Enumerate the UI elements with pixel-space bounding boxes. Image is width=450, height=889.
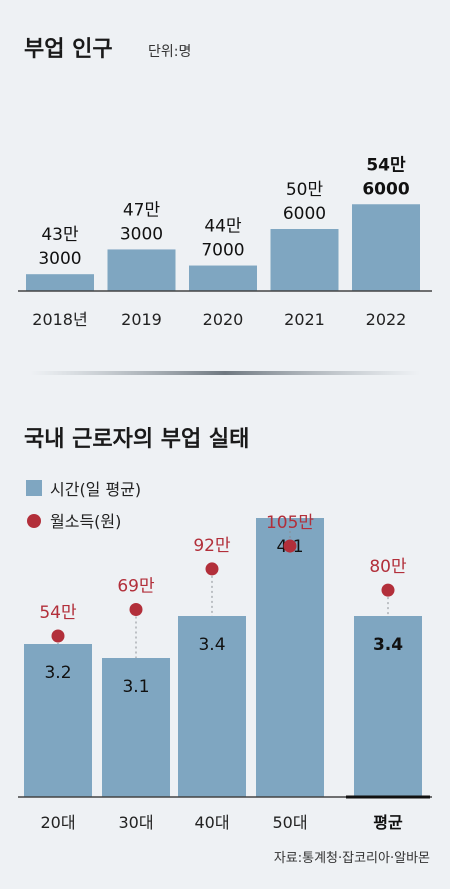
chart2-income-dot: [381, 583, 395, 597]
chart2-hours-label: 3.1: [122, 677, 149, 697]
chart1-value-label: 44만: [204, 217, 242, 237]
chart1-bar: [352, 204, 420, 291]
source-note: 자료:통계청·잡코리아·알바몬: [274, 851, 430, 866]
chart1-bar: [107, 249, 176, 291]
chart2-income-label: 54만: [39, 603, 77, 623]
chart2-income-label: 105만: [266, 513, 314, 533]
chart1-value-label: 3000: [38, 249, 81, 269]
chart2-hours-label: 3.4: [373, 635, 403, 655]
chart1-unit-label: 단위:명: [148, 44, 191, 60]
legend-income-marker: [27, 514, 41, 528]
chart2-ticks: 20대 30대 40대 50대 평균: [40, 795, 430, 832]
chart1-value-label: 3000: [120, 224, 163, 244]
chart2-bar: [256, 518, 324, 797]
chart2-bar: [24, 644, 92, 797]
chart2-bar: [102, 658, 170, 797]
chart2-hours-label: 3.4: [198, 635, 225, 655]
chart1-tick-label: 2018년: [32, 310, 87, 329]
chart2-income-label: 69만: [117, 577, 155, 597]
chart1-value-label: 54만: [366, 155, 406, 175]
chart2-income-label: 80만: [369, 557, 407, 577]
chart2-income-dot: [205, 562, 219, 576]
chart1-value-label: 6000: [283, 204, 326, 224]
chart2-income-dot: [129, 603, 143, 617]
legend-time-swatch: [26, 480, 42, 496]
chart2-tick-label: 평균: [373, 813, 403, 832]
chart1-ticks: 2018년 2019 2020 2021 2022: [32, 310, 406, 329]
chart2-bar: [354, 616, 422, 797]
chart1-tick-label: 2022: [366, 310, 407, 329]
chart2-tick-label: 40대: [194, 813, 229, 832]
chart2-income-markers: 54만 69만 92만 105만 80만: [39, 513, 407, 658]
chart1-tick-label: 2020: [203, 310, 244, 329]
chart2-bars: 3.23.13.44.13.4: [24, 518, 422, 797]
chart1-value-label: 43만: [41, 225, 79, 245]
chart2-income-dot: [51, 629, 65, 643]
legend-time-label: 시간(일 평균): [50, 480, 141, 499]
chart2-income-dot: [283, 539, 297, 553]
chart2-tick-label: 30대: [118, 813, 153, 832]
chart1-bars: 43만 3000 47만 3000 44만 7000 50만 6000 54만 6000: [26, 155, 420, 291]
chart1-title: 부업 인구: [24, 37, 113, 62]
chart2-hours-label: 3.2: [44, 663, 71, 683]
chart2-tick-label: 50대: [272, 813, 307, 832]
chart2-title: 국내 근로자의 부업 실태: [24, 427, 249, 452]
section-divider: [30, 371, 420, 375]
chart1-value-label: 6000: [362, 179, 409, 199]
chart2-income-label: 92만: [193, 536, 231, 556]
chart1-tick-label: 2019: [121, 310, 162, 329]
chart2-bar: [178, 616, 246, 797]
chart1-bar: [270, 229, 339, 291]
chart2-tick-label: 20대: [40, 813, 75, 832]
legend-income-label: 월소득(원): [50, 512, 121, 531]
chart1-value-label: 7000: [201, 241, 244, 261]
chart1-value-label: 50만: [286, 180, 324, 200]
chart1-bar: [26, 274, 94, 291]
chart1-tick-label: 2021: [284, 310, 325, 329]
chart1-bar: [189, 265, 257, 291]
chart1-value-label: 47만: [123, 200, 161, 220]
